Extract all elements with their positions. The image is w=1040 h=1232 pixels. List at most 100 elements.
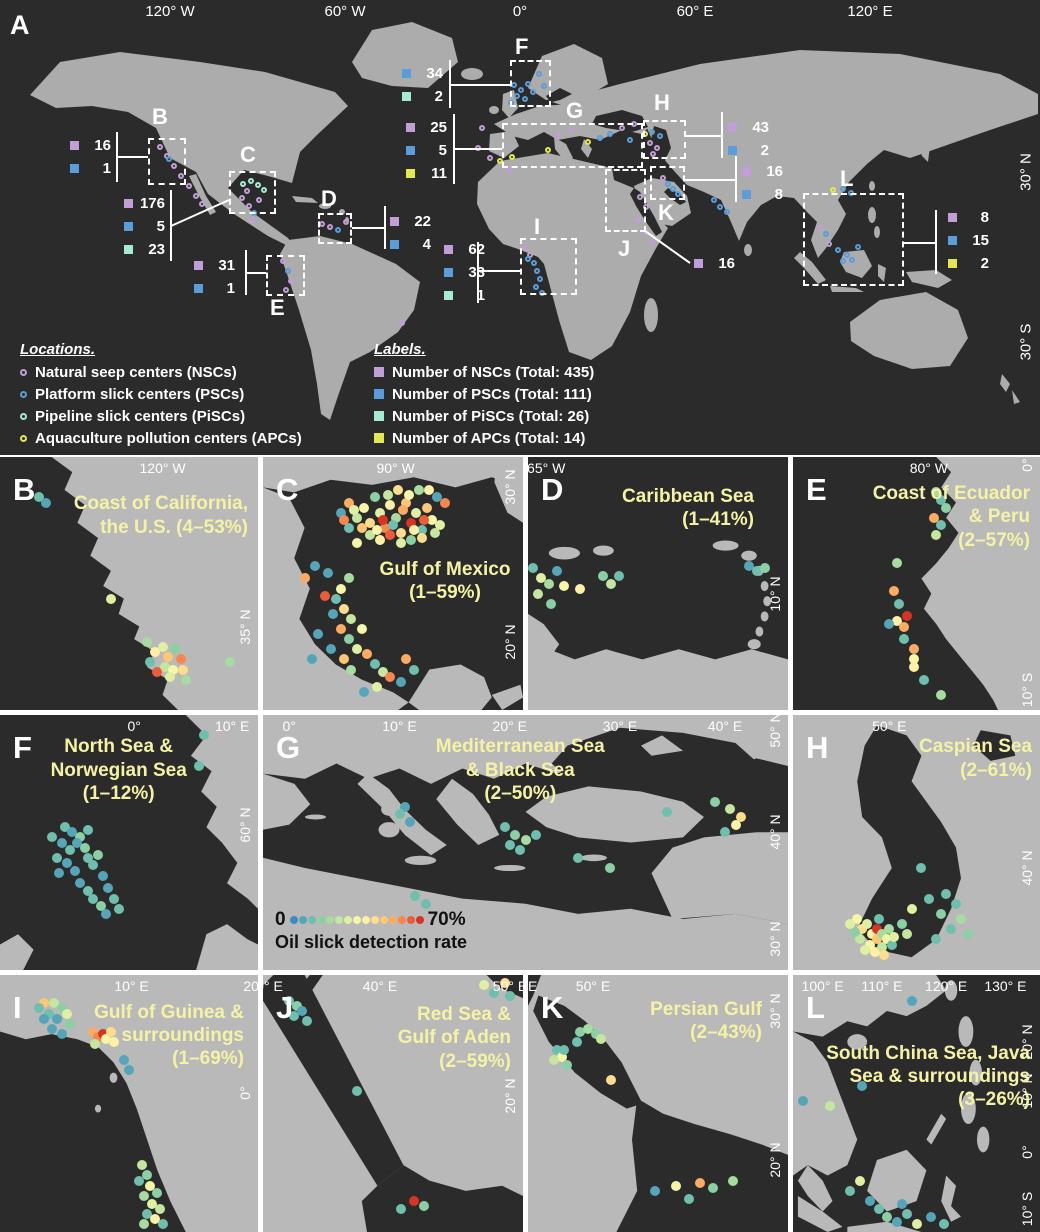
longitude-tick-label: 20° E xyxy=(492,718,527,734)
detection-rate-dot xyxy=(909,654,920,665)
detection-rate-dot xyxy=(72,837,83,848)
detection-rate-dot xyxy=(844,1185,855,1196)
detection-rate-dot xyxy=(284,995,294,1006)
detection-rate-dot xyxy=(735,812,746,822)
detection-rate-dot xyxy=(46,832,57,843)
region-letter-E: E xyxy=(270,295,285,320)
detection-rate-dot xyxy=(955,914,966,924)
detection-rate-dot xyxy=(100,1034,111,1045)
psc-count-swatch xyxy=(124,222,133,231)
inset-box-K xyxy=(650,166,685,200)
panel-g-mediterranean-black-sea: 0 70% Oil slick detection rate 0° 10° E 20… xyxy=(263,715,788,970)
colorbar-step xyxy=(334,916,343,924)
detection-rate-dot xyxy=(87,893,98,904)
nsc-center-ring xyxy=(817,225,823,231)
latitude-tick-label: 60° N xyxy=(237,807,253,843)
detection-rate-dot xyxy=(879,949,890,960)
detection-rate-dot xyxy=(720,827,730,838)
count-value: 22 xyxy=(414,213,431,230)
detection-rate-dot xyxy=(401,497,411,508)
detection-rate-dot xyxy=(98,1029,109,1040)
count-row: 23 xyxy=(124,238,165,261)
count-value: 5 xyxy=(156,218,165,235)
nsc-center-ring xyxy=(157,144,163,150)
legend-item: Natural seep centers (NSCs) xyxy=(20,361,302,383)
panel-letter-E: E xyxy=(806,472,827,507)
panel-e-ecuador-peru: 80° W 0° 10° S E Coast of Ecuador & Peru (2–57… xyxy=(793,457,1040,710)
colorbar: 0 70% Oil slick detection rate xyxy=(275,909,467,953)
psc-count-swatch xyxy=(70,164,79,173)
panel-title-B: Coast of California, the U.S. (4–53%) xyxy=(73,493,248,538)
nsc-count-swatch xyxy=(728,123,737,132)
detection-rate-dot xyxy=(505,990,515,1001)
detection-rate-dot xyxy=(54,868,65,879)
detection-rate-dot xyxy=(162,651,173,662)
latitude-tick-label: 20° N xyxy=(767,1142,783,1178)
detection-rate-dot xyxy=(356,624,367,635)
detection-rate-dot xyxy=(946,924,957,935)
pisc-center-ring xyxy=(255,182,261,188)
count-row: 176 xyxy=(124,192,165,215)
detection-rate-dot xyxy=(69,865,80,876)
detection-rate-dot xyxy=(198,730,209,741)
legend-item-label: Number of PSCs (Total: 111) xyxy=(392,385,592,403)
detection-rate-dot xyxy=(884,924,895,935)
detection-rate-dot xyxy=(406,517,417,528)
longitude-tick-label: 50° E xyxy=(575,978,611,994)
detection-rate-dot xyxy=(901,1209,912,1219)
nsc-center-ring xyxy=(327,224,333,230)
detection-rate-dot xyxy=(312,629,323,640)
latitude-tick-label: 35° N xyxy=(237,608,253,645)
count-value: 16 xyxy=(766,163,783,180)
nsc-center-ring xyxy=(244,188,250,194)
detection-rate-dot xyxy=(139,1219,150,1230)
count-value: 2 xyxy=(434,88,443,105)
legend-item-label: Number of PiSCs (Total: 26) xyxy=(392,407,590,425)
detection-rate-dot xyxy=(80,842,91,853)
colorbar-step xyxy=(298,916,307,924)
latitude-tick-label: 10° N xyxy=(767,576,783,612)
longitude-tick-label: 120° W xyxy=(139,460,186,476)
detection-rate-dot xyxy=(862,919,873,930)
detection-rate-dot xyxy=(152,1188,163,1199)
apc-center-ring xyxy=(509,154,515,160)
detection-rate-dot xyxy=(891,558,902,569)
panel-letter-A: A xyxy=(10,10,30,40)
nsc-center-ring xyxy=(256,197,262,203)
longitude-tick-label: 65° W xyxy=(528,460,566,476)
detection-rate-dot xyxy=(157,641,168,652)
detection-rate-dot xyxy=(406,535,417,546)
detection-rate-dot xyxy=(289,1011,300,1022)
nsc-center-ring xyxy=(246,203,252,209)
detection-rate-dot xyxy=(575,583,585,594)
detection-rate-dot xyxy=(894,598,905,609)
colorbar-step xyxy=(388,916,397,924)
detection-rate-dot xyxy=(551,565,562,576)
apc-center-ring xyxy=(585,139,591,145)
legend-locations-title: Locations. xyxy=(20,341,96,358)
legend-item-label: Number of APCs (Total: 14) xyxy=(392,429,586,447)
detection-rate-dot xyxy=(165,672,176,683)
detection-rate-dot xyxy=(606,1075,617,1086)
count-row: 11 xyxy=(406,162,447,185)
count-value: 8 xyxy=(774,186,783,203)
psc-center-ring xyxy=(530,89,536,95)
detection-rate-dot xyxy=(56,1029,67,1040)
detection-rate-dot xyxy=(375,507,385,518)
detection-rate-dot xyxy=(411,507,422,518)
apc-count-swatch xyxy=(948,259,957,268)
landmass-graphic xyxy=(263,715,788,970)
panel-title-K: Persian Gulf (2–43%) xyxy=(650,999,762,1044)
inset-box-D xyxy=(318,213,352,244)
detection-rate-dot xyxy=(343,497,354,508)
region-letter-F: F xyxy=(515,34,529,59)
region-counts-K: 16 8 xyxy=(742,160,783,206)
panel-title-H: Caspian Sea (2–61%) xyxy=(919,736,1032,781)
detection-rate-dot xyxy=(395,538,406,549)
panel-letter-H: H xyxy=(806,730,829,765)
detection-rate-dot xyxy=(614,570,624,581)
region-letter-C: C xyxy=(240,142,256,167)
nsc-center-ring xyxy=(619,125,625,131)
detection-rate-dot xyxy=(891,1216,902,1227)
